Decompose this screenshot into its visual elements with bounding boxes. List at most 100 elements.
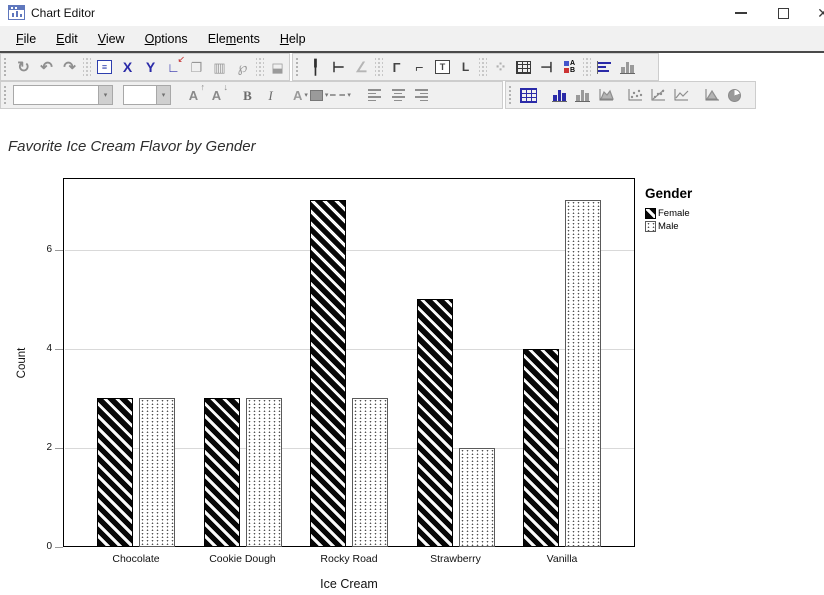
italic-icon[interactable]: I xyxy=(268,87,273,103)
bar-male-chocolate[interactable] xyxy=(139,398,175,547)
minimize-button[interactable] xyxy=(728,3,754,23)
transpose-chart-icon[interactable]: ❐ xyxy=(190,59,203,75)
menu-view[interactable]: View xyxy=(97,31,125,46)
x-axis-category-label[interactable]: Vanilla xyxy=(546,553,578,565)
x-axis-category-label[interactable]: Rocky Road xyxy=(320,553,378,565)
align-left-icon[interactable] xyxy=(365,84,386,106)
x-axis-category-label[interactable]: Strawberry xyxy=(430,553,481,565)
select-y-axis-icon[interactable]: Y xyxy=(145,59,156,75)
bar-female-rocky-road[interactable] xyxy=(310,200,346,547)
text-box-icon[interactable]: T xyxy=(432,56,453,78)
toolbar-panel: ▾ ▾ A ↑ A ↓ B I A ▾ ▾ ▾ xyxy=(0,81,503,109)
fill-color-icon[interactable]: ▾ xyxy=(309,89,328,101)
increase-font-icon[interactable]: A ↑ xyxy=(188,82,205,103)
properties-icon[interactable]: ≡ xyxy=(94,56,115,78)
menu-file[interactable]: File xyxy=(16,31,37,46)
bar-male-rocky-road[interactable] xyxy=(352,398,388,547)
font-family-combo[interactable]: ▾ xyxy=(13,85,113,105)
grid-lines-icon[interactable] xyxy=(513,56,534,78)
scatter-line-chart-icon[interactable] xyxy=(647,84,668,106)
legend-swatch-male xyxy=(645,221,656,232)
swap-axes-icon[interactable]: ∟ ↙ xyxy=(167,54,185,75)
line-chart-icon[interactable] xyxy=(670,84,691,106)
x-axis-title[interactable]: Ice Cream xyxy=(320,577,378,591)
rotate-3d-icon[interactable]: ▥ xyxy=(213,59,226,75)
pie-chart-icon[interactable] xyxy=(724,84,745,106)
toolbar-separator xyxy=(479,57,487,77)
y-axis-tick-label[interactable]: 4 xyxy=(46,342,52,354)
bar-female-strawberry[interactable] xyxy=(416,299,453,547)
scatter-chart-icon[interactable] xyxy=(624,84,645,106)
font-color-icon[interactable]: A ▾ xyxy=(293,87,308,103)
redo-icon[interactable]: ↷ xyxy=(63,58,76,76)
pivot-grid-icon[interactable] xyxy=(518,84,539,106)
toolbar-separator xyxy=(583,57,591,77)
toolbar-gap xyxy=(540,95,548,96)
subtitle-icon[interactable]: ⌐ xyxy=(415,59,424,75)
menu-edit[interactable]: Edit xyxy=(56,31,78,46)
menu-help[interactable]: Help xyxy=(279,31,306,46)
y-axis-tick-label[interactable]: 0 xyxy=(46,541,52,552)
x-axis-category-label[interactable]: Chocolate xyxy=(112,553,160,565)
toolbar-separator xyxy=(375,57,383,77)
lasso-select-icon[interactable]: ℘ xyxy=(237,59,248,75)
x-reference-line-icon[interactable]: ⊢ xyxy=(332,59,345,75)
bold-icon[interactable]: B xyxy=(243,87,252,103)
bar-male-cookie-dough[interactable] xyxy=(245,398,282,547)
y-axis-tick-label[interactable]: 6 xyxy=(46,243,52,255)
toolbar-gap xyxy=(172,95,182,96)
window-title: Chart Editor xyxy=(31,6,96,20)
legend-swatch-female xyxy=(645,208,656,219)
decrease-font-icon[interactable]: A ↓ xyxy=(211,82,228,103)
align-right-icon[interactable] xyxy=(411,84,432,106)
annotation-icon[interactable]: ⬓ xyxy=(271,59,284,75)
toolbar-panel: ↻ ↶ ↷ ≡ X Y ∟ ↙ ❐ ▥ ℘ ⬓ xyxy=(0,53,290,81)
x-axis-category-label[interactable]: Cookie Dough xyxy=(209,553,276,565)
toolbar-separator xyxy=(83,57,91,77)
undo-icon[interactable]: ↶ xyxy=(40,58,53,76)
font-size-combo[interactable]: ▾ xyxy=(123,85,171,105)
bar-female-cookie-dough[interactable] xyxy=(203,398,240,547)
data-labels-icon[interactable] xyxy=(594,56,615,78)
legend-label: Male xyxy=(658,221,679,232)
grid-dots-icon[interactable]: ⁘ xyxy=(494,58,507,76)
y-reference-line-icon[interactable]: ╿ xyxy=(311,59,320,75)
footnote-icon[interactable]: L xyxy=(461,60,470,74)
toolbar-gap xyxy=(228,95,236,96)
legend-title[interactable]: Gender xyxy=(645,186,693,201)
bar-3d-chart-icon[interactable] xyxy=(572,84,593,106)
close-button[interactable]: ✕ xyxy=(810,3,824,23)
select-x-axis-icon[interactable]: X xyxy=(122,59,133,75)
legend-label: Female xyxy=(658,208,690,219)
line-style-icon[interactable]: ▾ xyxy=(330,91,351,99)
column-chart-icon[interactable] xyxy=(617,56,638,78)
maximize-button[interactable] xyxy=(770,3,796,23)
menu-elements[interactable]: Elements xyxy=(207,31,260,46)
legend[interactable]: Gender Female Male xyxy=(645,186,692,234)
refresh-icon[interactable]: ↻ xyxy=(17,58,30,76)
histogram-icon[interactable] xyxy=(701,84,722,106)
bar-male-strawberry[interactable] xyxy=(458,447,495,547)
toolbar-gap xyxy=(282,95,292,96)
menu-bar: File Edit View Options Elements Help xyxy=(0,26,824,53)
bar-female-chocolate[interactable] xyxy=(97,398,133,547)
toolbar-row-2: ▾ ▾ A ↑ A ↓ B I A ▾ ▾ ▾ xyxy=(0,81,824,109)
legend-item-female[interactable]: Female xyxy=(645,208,692,219)
diagonal-reference-line-icon[interactable]: ∠ xyxy=(355,59,368,75)
title-icon[interactable]: Γ xyxy=(392,59,401,75)
menu-options[interactable]: Options xyxy=(144,31,188,46)
toolbar-gap xyxy=(692,95,700,96)
close-icon: ✕ xyxy=(817,4,824,21)
area-chart-icon[interactable] xyxy=(595,84,616,106)
bar-male-vanilla[interactable] xyxy=(565,200,601,547)
align-center-icon[interactable] xyxy=(388,84,409,106)
bar-chart-icon[interactable] xyxy=(549,84,570,106)
secondary-axis-icon[interactable]: ⊣ xyxy=(540,59,553,75)
bar-female-vanilla[interactable] xyxy=(523,348,559,547)
legend-item-male[interactable]: Male xyxy=(645,221,692,232)
y-axis-tick-label[interactable]: 2 xyxy=(46,441,52,453)
gridline xyxy=(65,249,634,251)
toolbar-panel: ╿ ⊢ ∠ Γ ⌐ T L ⁘ ⊣ A B xyxy=(292,53,659,81)
chart-title[interactable]: Favorite Ice Cream Flavor by Gender xyxy=(8,138,256,155)
